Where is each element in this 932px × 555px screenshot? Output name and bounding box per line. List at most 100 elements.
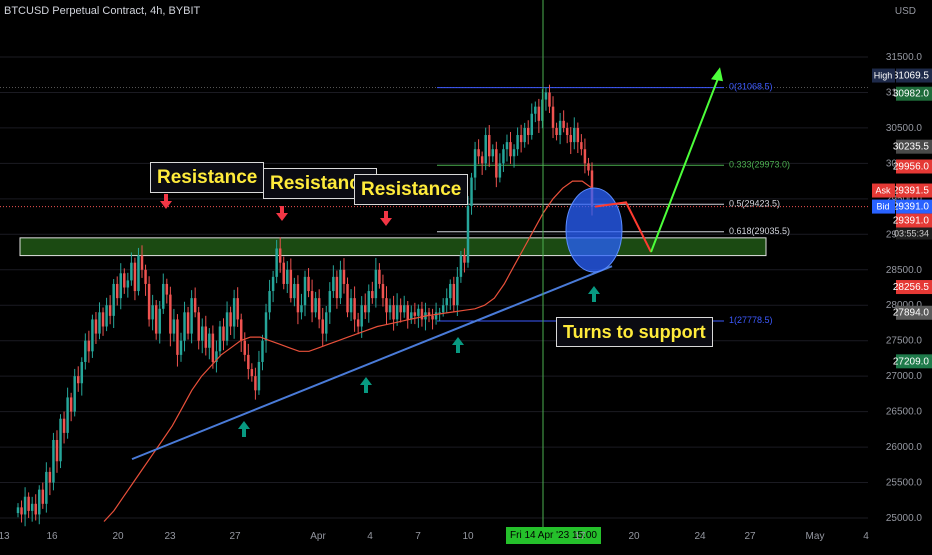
- countdown-text: 03:55:34: [894, 229, 929, 239]
- candle: [548, 92, 551, 107]
- candle: [250, 369, 254, 377]
- resistance-arrow-head: [276, 213, 288, 221]
- candle: [55, 439, 59, 462]
- support-arrow-head: [588, 286, 600, 294]
- candle: [41, 489, 45, 504]
- candle: [45, 471, 48, 504]
- price-tag-box: [896, 305, 932, 320]
- candle: [105, 305, 108, 327]
- price-tag-value: 27894.0: [893, 308, 930, 319]
- x-tick-label: 7: [415, 531, 421, 542]
- fib-level-label: 0.333(29973.0): [729, 159, 790, 169]
- price-tag-box: [896, 139, 932, 154]
- y-tick-label: 26000.0: [886, 442, 923, 453]
- candle: [310, 291, 314, 313]
- candle: [218, 326, 222, 352]
- candle: [183, 312, 186, 341]
- y-tick-label: 28000.0: [886, 300, 923, 311]
- fib-level-label: 0.618(29035.5): [729, 226, 790, 236]
- candle: [66, 397, 69, 433]
- candle: [286, 269, 289, 284]
- candle: [534, 106, 537, 114]
- support-arrow-stem: [242, 428, 246, 437]
- candle: [402, 305, 406, 313]
- price-tag: 29391.0 Bid: [872, 199, 932, 214]
- projection-up: [650, 72, 721, 253]
- candle: [427, 312, 431, 316]
- candle: [172, 319, 176, 334]
- candle: [449, 283, 452, 299]
- candle: [144, 269, 147, 284]
- x-tick-label: May: [805, 531, 825, 542]
- x-tick-label: 27: [744, 531, 756, 542]
- price-tag: 30235.5: [893, 139, 932, 154]
- resistance-label-1: Resistance: [150, 162, 265, 193]
- candle: [434, 312, 438, 320]
- x-tick-label: Apr: [310, 531, 326, 542]
- candle: [502, 149, 505, 164]
- candle: [325, 312, 328, 334]
- candle: [151, 305, 154, 320]
- candle: [94, 319, 98, 334]
- candle: [371, 291, 374, 299]
- candle: [551, 106, 555, 128]
- candle: [328, 291, 332, 313]
- x-tick-label: 17: [574, 531, 586, 542]
- candle: [516, 135, 519, 150]
- price-tag-box: [896, 183, 932, 198]
- price-tag: 28256.5: [893, 280, 932, 295]
- candle: [232, 298, 236, 327]
- price-tag-value: 29956.0: [893, 162, 930, 173]
- candle: [505, 142, 509, 150]
- candle: [491, 149, 495, 157]
- candle: [264, 312, 268, 341]
- price-tag-value: 29391.0: [893, 202, 930, 213]
- y-tick-label: 31500.0: [886, 52, 923, 63]
- candle: [417, 308, 420, 316]
- candle: [441, 305, 445, 313]
- resistance-arrow-stem: [164, 194, 168, 202]
- candle: [300, 305, 303, 313]
- candle: [555, 127, 558, 136]
- candle: [388, 305, 392, 313]
- candle: [498, 163, 502, 178]
- candle: [154, 305, 158, 334]
- candle: [488, 135, 491, 157]
- candle: [512, 149, 516, 157]
- x-crosshair-label: Fri 14 Apr '23 15:00: [506, 527, 601, 544]
- candle: [80, 361, 84, 384]
- price-tag-label: High: [874, 71, 893, 81]
- x-tick-label: 10: [462, 531, 474, 542]
- candle: [268, 291, 271, 313]
- price-tag-value: 31069.5: [893, 71, 930, 82]
- support-arrow-head: [360, 377, 372, 385]
- candle: [208, 333, 211, 348]
- candle: [34, 503, 37, 515]
- candle: [360, 305, 363, 327]
- fib-level-label: 0.5(29423.5): [729, 198, 780, 208]
- price-tag-label-box: [872, 68, 895, 83]
- candle: [583, 149, 587, 164]
- candle: [190, 298, 193, 334]
- candle: [399, 305, 402, 313]
- candle: [147, 283, 151, 320]
- y-tick-label: 28500.0: [886, 265, 923, 276]
- y-tick-label: 27000.0: [886, 371, 923, 382]
- x-tick-label: 23: [164, 531, 176, 542]
- price-tag-value: 29391.5: [893, 186, 930, 197]
- candle: [477, 149, 480, 157]
- trendline: [131, 265, 613, 461]
- candle: [374, 269, 378, 299]
- x-tick-label: 20: [628, 531, 640, 542]
- candle: [38, 489, 41, 515]
- candle: [119, 273, 122, 299]
- chart-title: BTCUSD Perpetual Contract, 4h, BYBIT: [4, 5, 201, 17]
- candle: [236, 298, 239, 320]
- candle: [356, 319, 360, 327]
- x-tick-label: 16: [46, 531, 58, 542]
- candle: [186, 312, 190, 334]
- x-tick-label: 24: [694, 531, 706, 542]
